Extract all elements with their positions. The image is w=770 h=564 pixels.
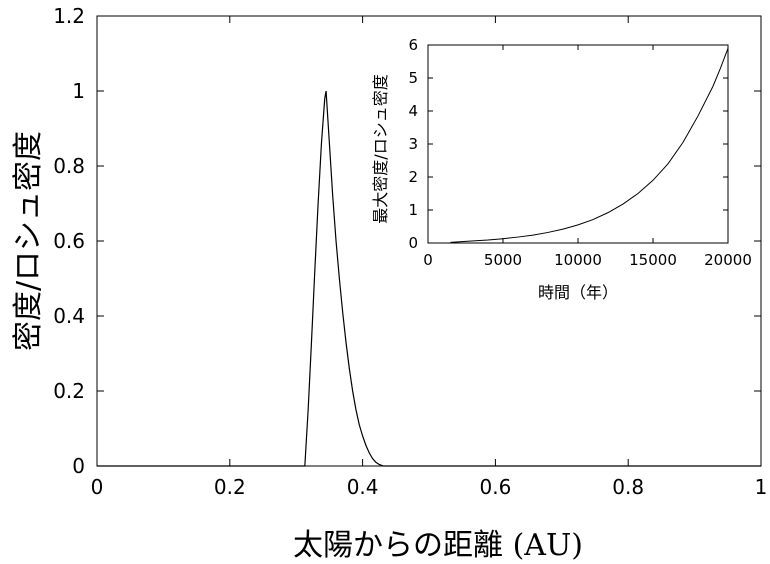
x-tick-label: 0.8 — [612, 475, 644, 499]
main-series-line — [97, 90, 761, 467]
inset-chart: 0 5000 10000 15000 20000 0 1 2 3 4 5 6 時間（年） 最大密度/… — [371, 36, 752, 302]
main-chart: 0 0.2 0.4 0.6 0.8 1 0 0.2 0.4 0.6 0.8 1 1.2 太陽からの距離… — [11, 4, 767, 563]
inset-y-axis-label: 最大密度/ロシュ密度 — [371, 74, 390, 223]
x-tick-label: 0.2 — [214, 475, 246, 499]
y-tick-label: 0.6 — [53, 229, 85, 253]
y-tick-label: 1 — [408, 201, 418, 219]
y-tick-label: 4 — [408, 102, 418, 120]
inset-x-ticks: 0 5000 10000 15000 20000 — [423, 45, 752, 269]
main-y-axis-label: 密度/ロシュ密度 — [11, 131, 46, 351]
x-tick-label: 0.4 — [347, 475, 379, 499]
x-tick-label: 1 — [755, 475, 768, 499]
y-tick-label: 5 — [408, 69, 418, 87]
y-tick-label: 1.2 — [53, 4, 85, 28]
x-tick-label: 15000 — [629, 251, 677, 269]
x-tick-label: 0.6 — [479, 475, 511, 499]
y-tick-label: 2 — [408, 168, 418, 186]
y-tick-label: 1 — [72, 79, 85, 103]
y-tick-label: 0 — [72, 454, 85, 478]
inset-x-axis-label: 時間（年） — [538, 283, 618, 302]
y-tick-label: 3 — [408, 135, 418, 153]
inset-series-line — [450, 48, 729, 243]
y-tick-label: 6 — [408, 36, 418, 54]
x-tick-label: 10000 — [554, 251, 602, 269]
y-tick-label: 0 — [408, 234, 418, 252]
y-tick-label: 0.8 — [53, 154, 85, 178]
main-x-axis-label: 太陽からの距離 (AU) — [293, 528, 583, 563]
x-tick-label: 0 — [423, 251, 433, 269]
x-tick-label: 5000 — [484, 251, 522, 269]
x-tick-label: 20000 — [704, 251, 752, 269]
x-tick-label: 0 — [91, 475, 104, 499]
inset-background — [428, 45, 728, 243]
y-tick-label: 0.2 — [53, 379, 85, 403]
inset-y-ticks: 0 1 2 3 4 5 6 — [408, 36, 728, 252]
y-tick-label: 0.4 — [53, 304, 85, 328]
main-y-ticks: 0 0.2 0.4 0.6 0.8 1 1.2 — [53, 4, 761, 478]
main-x-ticks: 0 0.2 0.4 0.6 0.8 1 — [91, 16, 768, 499]
